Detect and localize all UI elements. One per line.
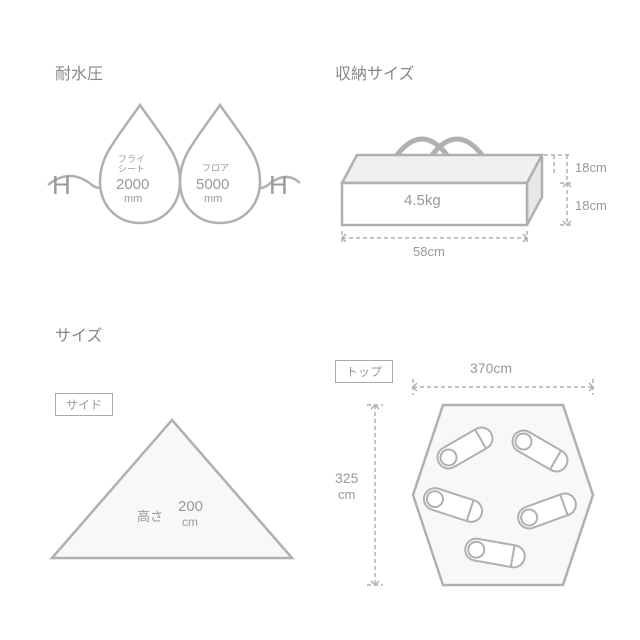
- size-title: サイズ: [55, 322, 103, 346]
- side-height-label: 高さ: [137, 506, 163, 525]
- drop2-unit: mm: [204, 193, 222, 205]
- top-height-unit: cm: [338, 487, 355, 502]
- storage-width: 58cm: [413, 244, 445, 259]
- drop1-unit: mm: [124, 193, 142, 205]
- water-h-right: H: [269, 170, 288, 201]
- storage-weight: 4.5kg: [404, 192, 441, 209]
- top-figure: [325, 353, 625, 598]
- storage-figure: [332, 95, 612, 260]
- drop2-label-top: フロア: [202, 161, 229, 174]
- top-height-value: 325: [335, 470, 358, 486]
- side-height-value: 200: [178, 498, 203, 515]
- top-width: 370cm: [470, 360, 512, 376]
- drop1-label-mid: シート: [118, 165, 145, 175]
- water-title: 耐水圧: [55, 60, 103, 84]
- water-figure: [40, 95, 305, 230]
- water-h-left: H: [52, 170, 71, 201]
- side-triangle: [42, 400, 302, 570]
- drop1-value: 2000: [116, 176, 149, 193]
- drop2-value: 5000: [196, 176, 229, 193]
- storage-height: 18cm: [575, 198, 607, 213]
- storage-depth: 18cm: [575, 160, 607, 175]
- storage-title: 収納サイズ: [335, 60, 415, 84]
- side-height-unit: cm: [182, 515, 198, 529]
